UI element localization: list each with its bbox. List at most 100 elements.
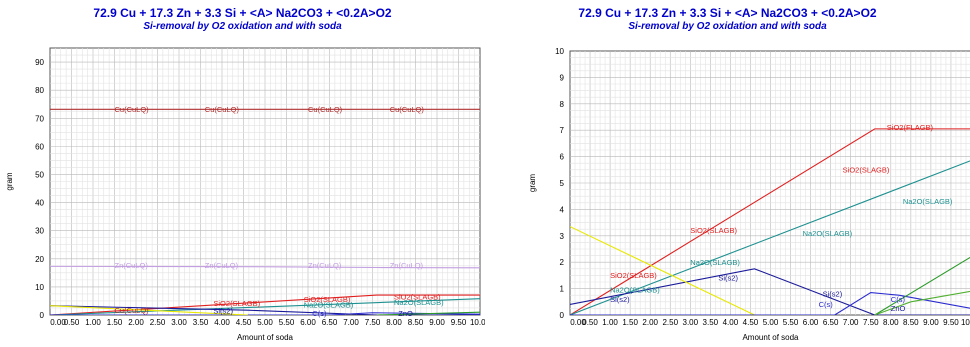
y-tick-label: 0 [40, 311, 45, 320]
curve-label: SiO2(SLAGB) [690, 226, 737, 235]
curve-label: Na2O(SLAGB) [903, 197, 953, 206]
x-tick-label: 3.00 [171, 318, 187, 327]
x-tick-label: 1.50 [107, 318, 123, 327]
curve-label: Na2O(SLAGB) [394, 298, 444, 307]
x-tick-label: 4.50 [743, 318, 759, 327]
x-tick-label: 10.00 [961, 318, 970, 327]
curve-label: ZnO [891, 304, 906, 313]
x-axis-label: Amount of soda [237, 333, 294, 342]
left-chart-subtitle: Si-removal by O2 oxidation and with soda [143, 21, 342, 32]
y-tick-label: 40 [35, 199, 44, 208]
x-axis-label: Amount of soda [742, 333, 799, 342]
curve-label: C(s) [312, 309, 327, 318]
y-tick-label: 80 [35, 86, 44, 95]
curve-label: SiO2(FLAGB) [887, 123, 934, 132]
curve-label: Cu(CuLQ) [115, 306, 150, 315]
x-tick-label: 2.00 [128, 318, 144, 327]
x-tick-label: 7.00 [843, 318, 859, 327]
curve-label: Si(s2) [213, 307, 233, 316]
series-line [376, 311, 480, 315]
y-tick-label: 9 [560, 73, 565, 82]
y-tick-label: 10 [555, 47, 564, 56]
curve-label: C(s) [819, 300, 834, 309]
y-tick-label: 8 [560, 100, 565, 109]
y-tick-label: 90 [35, 58, 44, 67]
series-line [874, 256, 970, 315]
x-tick-label: 8.00 [386, 318, 402, 327]
y-tick-label: 6 [560, 153, 565, 162]
x-tick-label: 6.00 [300, 318, 316, 327]
y-tick-label: 70 [35, 114, 44, 123]
curve-label: Na2O(SLAGB) [690, 258, 740, 267]
series-line [50, 305, 480, 315]
y-tick-label: 2 [560, 258, 565, 267]
x-tick-label: 5.00 [257, 318, 273, 327]
curve-label: SiO2(SLAGB) [843, 165, 890, 174]
curve-label: Cu(CuLQ) [115, 105, 150, 114]
right-chart-title: 72.9 Cu + 17.3 Zn + 3.3 Si + <A> Na2CO3 … [578, 6, 877, 20]
curve-label: ZnO [398, 309, 413, 318]
x-tick-label: 2.00 [642, 318, 658, 327]
x-tick-label: 8.50 [903, 318, 919, 327]
x-tick-label: 5.50 [783, 318, 799, 327]
series-line [50, 305, 248, 315]
series-line [570, 160, 970, 315]
x-tick-label: 9.50 [451, 318, 467, 327]
curve-label: Na2O(SLAGB) [304, 300, 354, 309]
series-line [874, 290, 970, 315]
series-line [570, 128, 970, 315]
right-chart-subtitle: Si-removal by O2 oxidation and with soda [628, 21, 827, 32]
y-tick-label: 0 [560, 311, 565, 320]
x-tick-label: 0.00 [570, 318, 586, 327]
x-tick-label: 4.00 [723, 318, 739, 327]
x-tick-label: 6.50 [322, 318, 338, 327]
x-tick-label: 6.00 [803, 318, 819, 327]
curve-label: Si(s2) [610, 295, 630, 304]
x-tick-label: 9.00 [429, 318, 445, 327]
x-tick-label: 7.50 [365, 318, 381, 327]
curve-label: SiO2(SLAGB) [304, 295, 351, 304]
curve-label: Na2O(SLAGB) [803, 229, 853, 238]
y-tick-label: 20 [35, 255, 44, 264]
x-tick-label: 4.00 [214, 318, 230, 327]
curve-label: Si(s2) [718, 274, 738, 283]
curve-label: C(s) [891, 295, 906, 304]
curve-label: Cu(CuLQ) [308, 105, 343, 114]
curve-label: Na2O(SLAGB) [610, 286, 660, 295]
y-tick-label: 5 [560, 179, 565, 188]
x-tick-label: 1.00 [85, 318, 101, 327]
x-tick-label: 5.00 [763, 318, 779, 327]
curve-label: Cu(CuLQ) [205, 105, 240, 114]
curve-label: SiO2(SLAGB) [394, 292, 441, 301]
series-line [570, 268, 970, 315]
x-tick-label: 7.50 [863, 318, 879, 327]
y-tick-label: 3 [560, 232, 565, 241]
y-tick-label: 60 [35, 142, 44, 151]
y-tick-label: 10 [35, 283, 44, 292]
y-tick-label: 1 [560, 285, 565, 294]
series-line [570, 226, 755, 315]
curve-label: Zn(CuLQ) [308, 261, 342, 270]
curve-label: Cu(CuLQ) [390, 105, 425, 114]
series-line [50, 265, 480, 269]
x-tick-label: 2.50 [150, 318, 166, 327]
series-line [50, 298, 480, 315]
x-tick-label: 8.00 [883, 318, 899, 327]
right-chart-svg: 0.000.50 1.00 1.50 2.00 2.50 3.00 3.50 4.00 4.50… [528, 47, 970, 342]
x-tick-label: 6.50 [823, 318, 839, 327]
y-tick-label: 50 [35, 170, 44, 179]
x-tick-label: 10.00 [470, 318, 485, 327]
x-tick-label: 5.50 [279, 318, 295, 327]
x-tick-label: 0.50 [582, 318, 598, 327]
curve-label: Si(s2) [823, 290, 843, 299]
right-chart-panel: 72.9 Cu + 17.3 Zn + 3.3 Si + <A> Na2CO3 … [485, 0, 970, 347]
x-tick-label: 2.50 [662, 318, 678, 327]
x-tick-label: 3.50 [193, 318, 209, 327]
left-chart-title: 72.9 Cu + 17.3 Zn + 3.3 Si + <A> Na2CO3 … [93, 6, 392, 20]
curve-label: Zn(CuLQ) [115, 261, 149, 270]
x-tick-label: 0.00 [50, 318, 66, 327]
x-tick-label: 1.50 [622, 318, 638, 327]
curve-label: SiO2(SLAGB) [213, 299, 260, 308]
y-tick-label: 30 [35, 227, 44, 236]
x-tick-label: 3.50 [703, 318, 719, 327]
